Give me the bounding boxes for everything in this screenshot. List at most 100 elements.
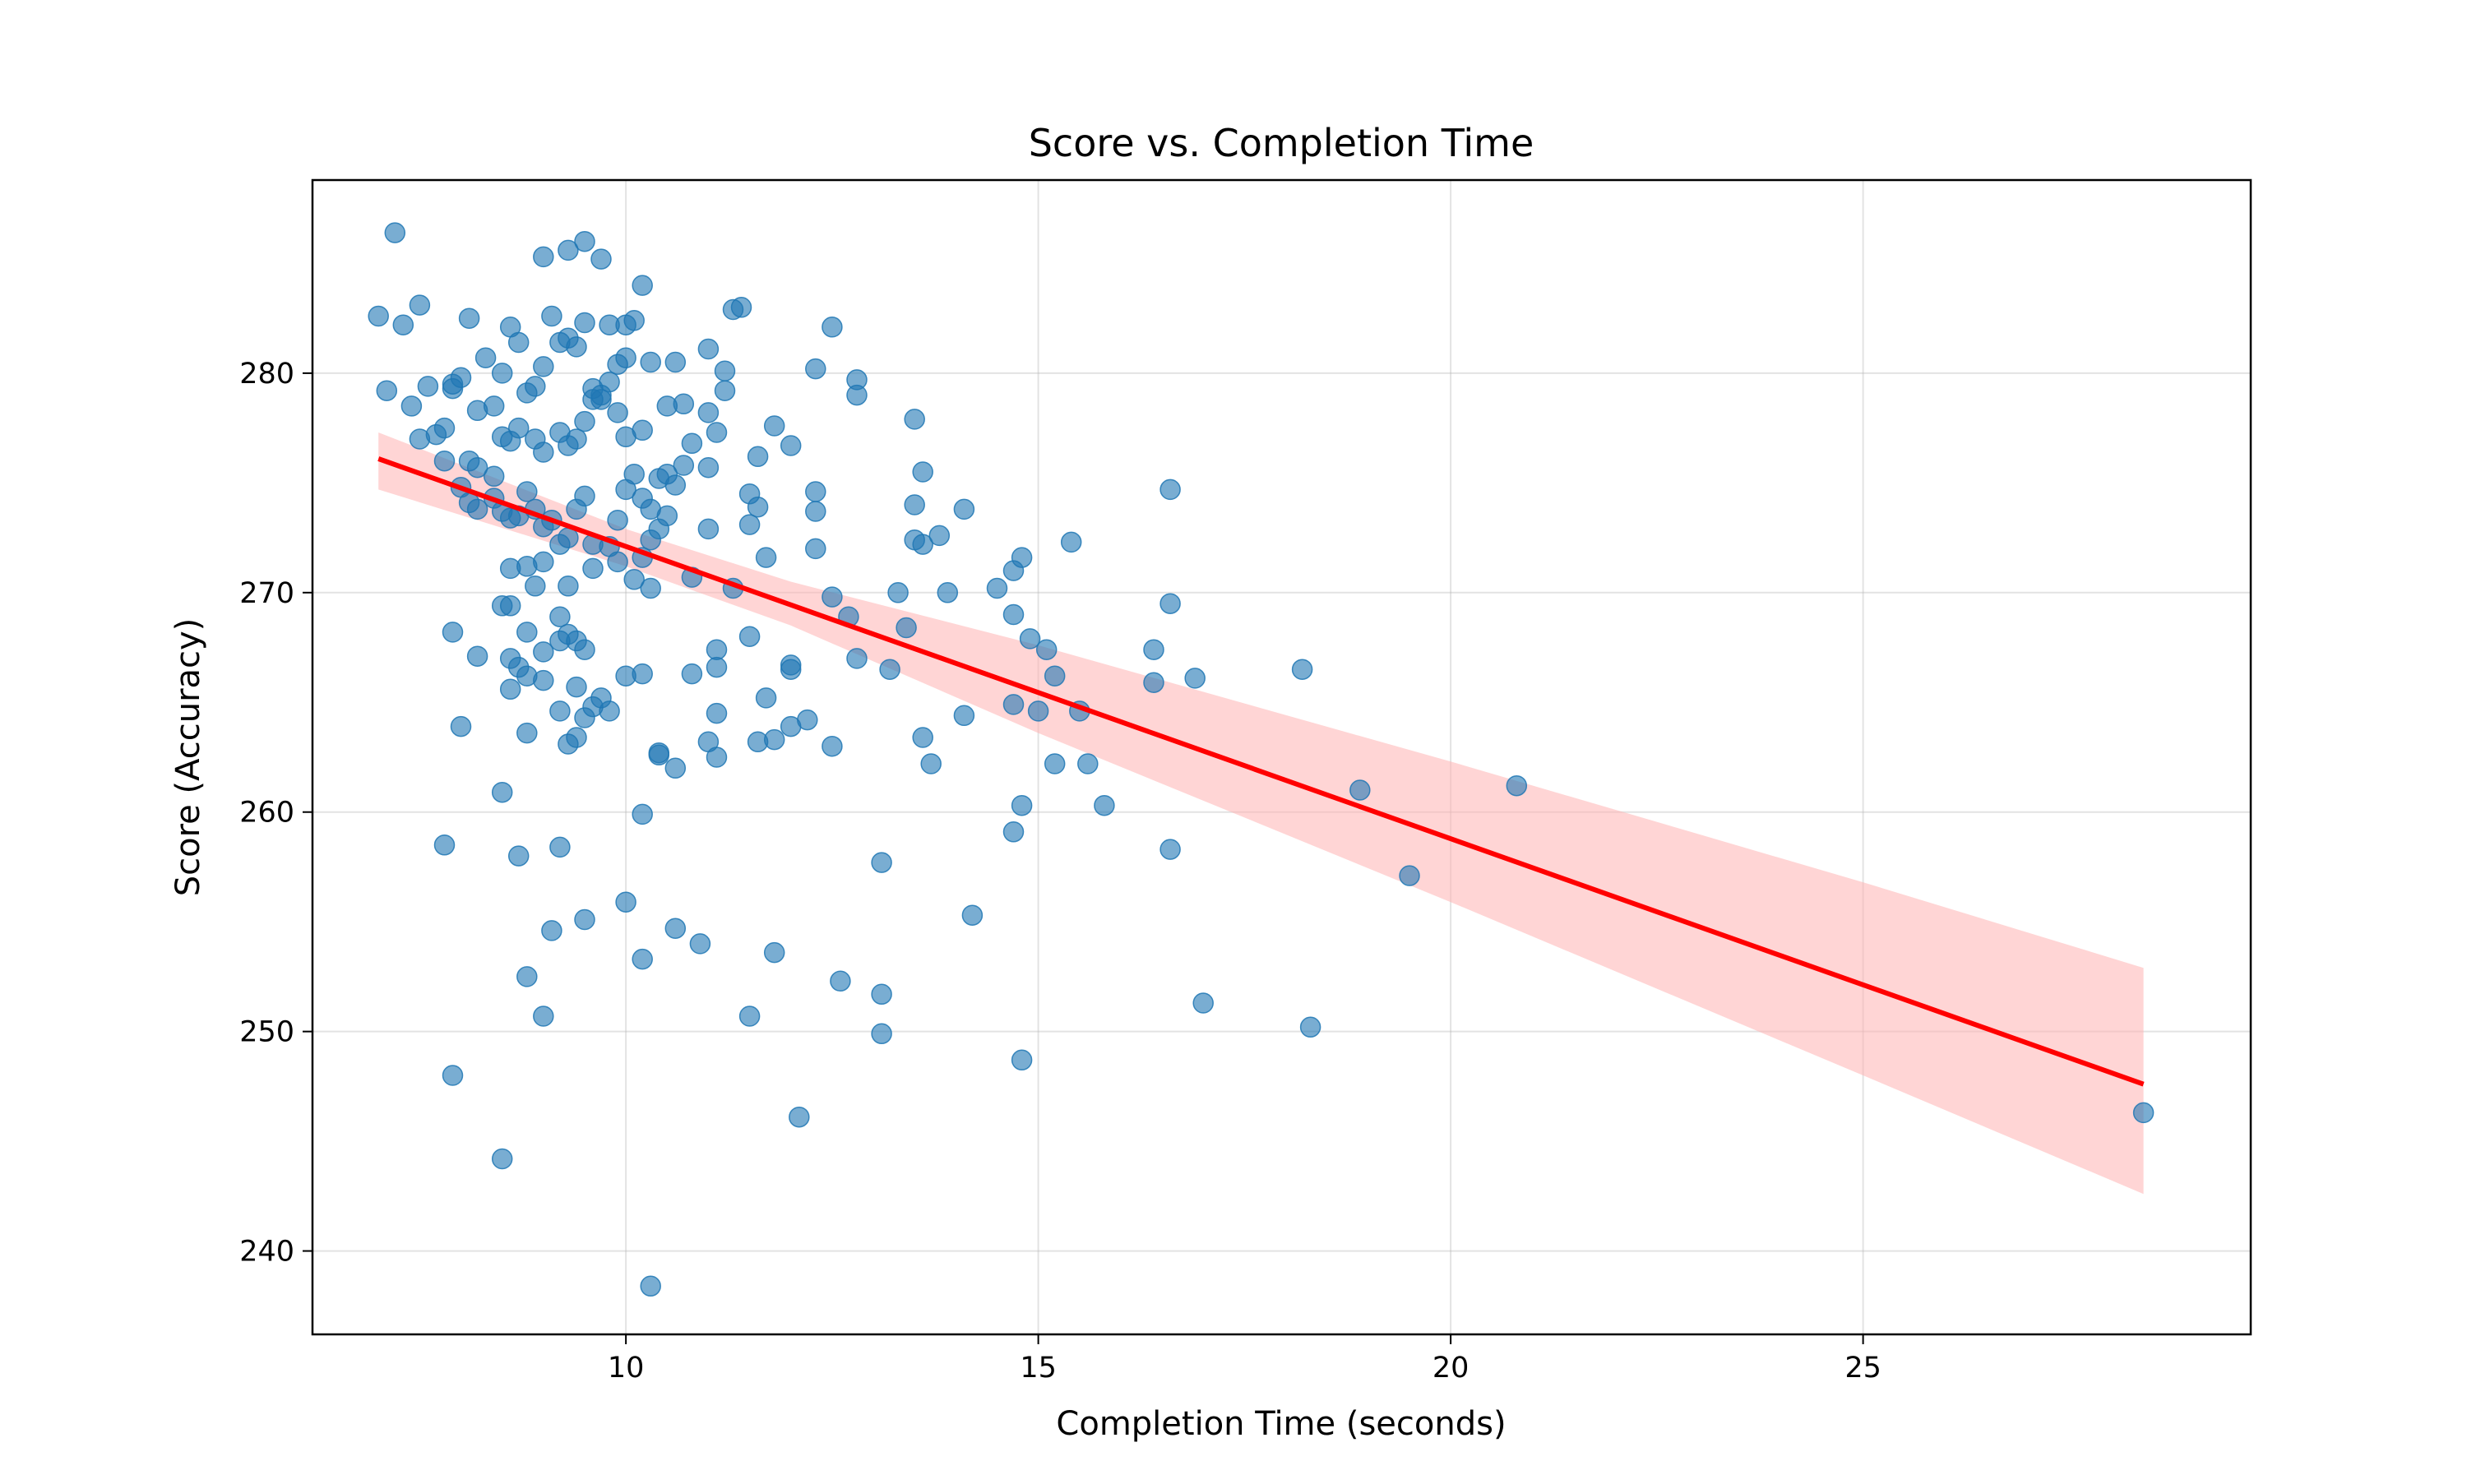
data-point: [1291, 659, 1313, 680]
data-point: [491, 363, 513, 384]
data-point: [541, 305, 562, 327]
data-point: [1159, 839, 1181, 860]
y-tick-label: 280: [239, 358, 294, 391]
data-point: [533, 246, 554, 268]
data-point: [566, 428, 587, 450]
data-point: [632, 419, 653, 442]
data-point: [632, 663, 653, 685]
data-point: [549, 836, 571, 858]
data-point: [566, 676, 587, 698]
data-point: [871, 852, 892, 873]
confidence-band: [378, 432, 2144, 1195]
data-point: [846, 648, 868, 669]
data-point: [822, 586, 843, 608]
data-point: [368, 305, 389, 327]
data-point: [590, 384, 612, 406]
data-point: [1044, 665, 1066, 687]
data-point: [697, 338, 720, 360]
data-point: [1506, 774, 1528, 797]
data-point: [615, 347, 636, 368]
data-point: [541, 920, 562, 941]
data-point: [805, 538, 826, 560]
data-point: [599, 314, 620, 335]
data-point: [689, 933, 711, 955]
data-point: [507, 331, 530, 354]
data-point: [681, 432, 703, 455]
data-point: [780, 435, 802, 456]
data-point: [558, 576, 579, 597]
data-point: [640, 1275, 661, 1297]
data-point: [747, 446, 769, 468]
data-point: [738, 1006, 761, 1027]
data-point: [376, 380, 398, 401]
data-point: [953, 498, 975, 520]
data-point: [673, 455, 695, 476]
data-point: [442, 1065, 464, 1086]
data-point: [912, 461, 933, 483]
data-point: [664, 351, 687, 373]
data-point: [499, 430, 521, 452]
data-point: [763, 941, 785, 964]
data-point: [450, 715, 472, 737]
data-point: [706, 702, 728, 724]
data-point: [433, 834, 456, 856]
data-point: [953, 705, 975, 727]
data-point: [706, 747, 728, 768]
data-point: [879, 659, 900, 680]
data-point: [458, 307, 480, 329]
data-point: [648, 744, 670, 766]
data-point: [656, 505, 678, 527]
data-point: [525, 576, 546, 597]
data-point: [805, 358, 826, 380]
y-tick-label: 260: [239, 797, 294, 830]
data-point: [1143, 672, 1164, 693]
data-point: [920, 753, 942, 774]
data-point: [1399, 865, 1420, 886]
data-point: [516, 622, 538, 643]
data-point: [1349, 779, 1371, 801]
data-point: [466, 498, 488, 520]
data-point: [986, 577, 1008, 599]
data-point: [706, 656, 728, 678]
data-point: [1002, 603, 1025, 626]
data-point: [516, 481, 538, 502]
data-point: [730, 297, 752, 318]
data-point: [789, 1106, 810, 1128]
data-point: [1299, 1016, 1321, 1038]
plot-frame: [311, 178, 2252, 1336]
data-point: [499, 595, 521, 617]
data-point: [1077, 753, 1099, 774]
chart-title: Score vs. Completion Time: [1029, 121, 1534, 165]
data-point: [525, 376, 546, 397]
data-point: [664, 918, 687, 939]
data-point: [632, 803, 653, 825]
data-point: [871, 1023, 892, 1045]
data-point: [474, 347, 497, 368]
data-point: [763, 728, 785, 751]
data-point: [615, 891, 636, 913]
data-point: [607, 402, 628, 423]
data-point: [928, 525, 951, 547]
data-point: [499, 678, 521, 700]
regression-line: [377, 456, 2145, 1087]
data-point: [755, 547, 777, 568]
data-point: [912, 534, 933, 555]
data-point: [706, 422, 728, 443]
data-point: [822, 735, 843, 757]
data-point: [623, 569, 645, 590]
data-point: [566, 727, 587, 748]
data-point: [433, 417, 456, 439]
data-point: [640, 351, 661, 373]
data-point: [607, 509, 628, 531]
data-point: [491, 781, 513, 803]
data-point: [830, 970, 851, 992]
data-point: [549, 700, 571, 722]
data-point: [697, 518, 720, 540]
data-point: [706, 639, 728, 660]
data-point: [632, 275, 653, 296]
x-tick-label: 20: [1433, 1352, 1470, 1385]
data-point: [822, 317, 843, 338]
x-tick-label: 10: [608, 1352, 645, 1385]
confidence-band-layer: [378, 432, 2144, 1195]
